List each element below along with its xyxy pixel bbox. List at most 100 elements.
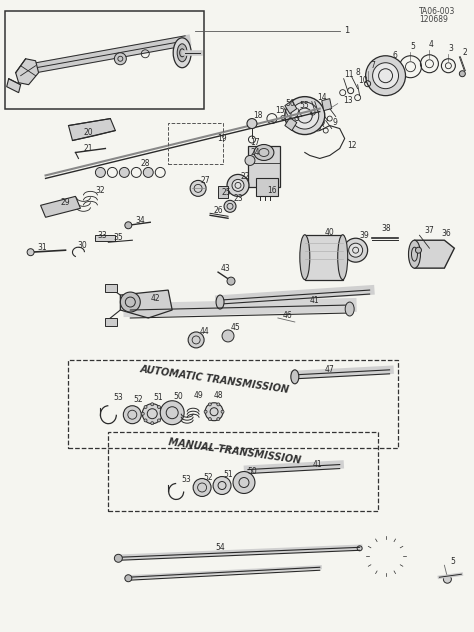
Ellipse shape	[125, 574, 132, 581]
Polygon shape	[285, 100, 297, 114]
Ellipse shape	[409, 240, 420, 268]
Text: 29: 29	[61, 198, 70, 207]
Text: AUTOMATIC TRANSMISSION: AUTOMATIC TRANSMISSION	[140, 365, 291, 395]
Circle shape	[27, 249, 34, 256]
Bar	[105, 284, 118, 292]
Circle shape	[160, 412, 163, 415]
Bar	[5, 11, 204, 109]
Circle shape	[123, 406, 141, 423]
Text: 20: 20	[83, 128, 93, 137]
Circle shape	[157, 419, 160, 422]
Circle shape	[443, 575, 451, 583]
Text: 54: 54	[215, 543, 225, 552]
Ellipse shape	[300, 234, 310, 279]
Text: 25: 25	[221, 188, 231, 197]
Text: 120689: 120689	[419, 15, 448, 25]
Text: 41: 41	[313, 460, 323, 469]
Text: 38: 38	[382, 224, 392, 233]
Text: 52: 52	[134, 395, 143, 404]
Circle shape	[213, 477, 231, 494]
Text: 2: 2	[463, 48, 467, 58]
Text: 18: 18	[253, 111, 263, 120]
Text: 10: 10	[358, 76, 367, 85]
Circle shape	[204, 410, 207, 413]
Circle shape	[157, 406, 160, 408]
Text: 44: 44	[199, 327, 209, 336]
Text: 30: 30	[78, 241, 87, 250]
Circle shape	[344, 238, 368, 262]
Text: 4: 4	[429, 40, 434, 49]
Polygon shape	[285, 118, 297, 131]
Text: 34: 34	[136, 216, 145, 225]
Text: 36: 36	[441, 229, 451, 238]
Polygon shape	[41, 197, 81, 217]
Text: 7: 7	[370, 61, 375, 70]
Text: 3: 3	[448, 44, 453, 53]
Circle shape	[459, 71, 465, 76]
Circle shape	[193, 478, 211, 497]
Text: 21: 21	[84, 144, 93, 153]
Ellipse shape	[173, 38, 191, 68]
Text: 8: 8	[356, 68, 360, 77]
Ellipse shape	[254, 145, 274, 161]
Circle shape	[151, 403, 154, 406]
Circle shape	[217, 418, 220, 420]
Circle shape	[221, 410, 224, 413]
Ellipse shape	[177, 44, 187, 62]
Ellipse shape	[216, 295, 224, 309]
Text: 52: 52	[203, 473, 213, 482]
Circle shape	[190, 180, 206, 197]
Circle shape	[151, 422, 154, 425]
Text: 47: 47	[325, 365, 335, 374]
Bar	[248, 145, 280, 187]
Text: 40: 40	[325, 228, 335, 237]
Circle shape	[160, 401, 184, 425]
Bar	[168, 123, 223, 164]
Bar	[305, 235, 343, 280]
Circle shape	[120, 292, 140, 312]
Ellipse shape	[227, 174, 249, 197]
Ellipse shape	[285, 97, 325, 135]
Polygon shape	[69, 119, 115, 140]
Circle shape	[245, 155, 255, 166]
Text: 50: 50	[173, 392, 183, 401]
Circle shape	[416, 247, 421, 253]
Bar	[105, 318, 118, 326]
Text: 48: 48	[213, 391, 223, 400]
Ellipse shape	[291, 102, 319, 129]
Text: 33: 33	[98, 231, 107, 240]
Text: 37: 37	[425, 226, 434, 234]
Circle shape	[95, 167, 105, 178]
Text: 9: 9	[332, 118, 337, 127]
Text: 22: 22	[240, 172, 250, 181]
Text: 26: 26	[213, 206, 223, 215]
Text: 56: 56	[285, 99, 295, 108]
Text: 16: 16	[267, 186, 277, 195]
Text: 51: 51	[223, 470, 233, 479]
Circle shape	[373, 63, 399, 88]
Text: 14: 14	[317, 93, 327, 102]
Text: 45: 45	[230, 324, 240, 332]
Circle shape	[365, 56, 405, 95]
Polygon shape	[16, 59, 38, 85]
Text: 1: 1	[344, 27, 349, 35]
Polygon shape	[410, 240, 455, 268]
Ellipse shape	[232, 179, 244, 191]
Circle shape	[247, 119, 257, 128]
Text: 13: 13	[343, 96, 353, 105]
Circle shape	[119, 167, 129, 178]
Circle shape	[227, 277, 235, 285]
Ellipse shape	[291, 370, 299, 384]
Bar	[256, 178, 278, 197]
Bar	[69, 360, 398, 447]
Circle shape	[143, 167, 153, 178]
Text: 11: 11	[344, 70, 354, 79]
Text: 5: 5	[410, 42, 415, 51]
Circle shape	[144, 406, 147, 408]
Text: 35: 35	[113, 233, 123, 241]
Circle shape	[209, 418, 211, 420]
Circle shape	[142, 404, 162, 423]
Text: 41: 41	[310, 296, 319, 305]
Circle shape	[141, 412, 144, 415]
Text: 12: 12	[347, 141, 356, 150]
